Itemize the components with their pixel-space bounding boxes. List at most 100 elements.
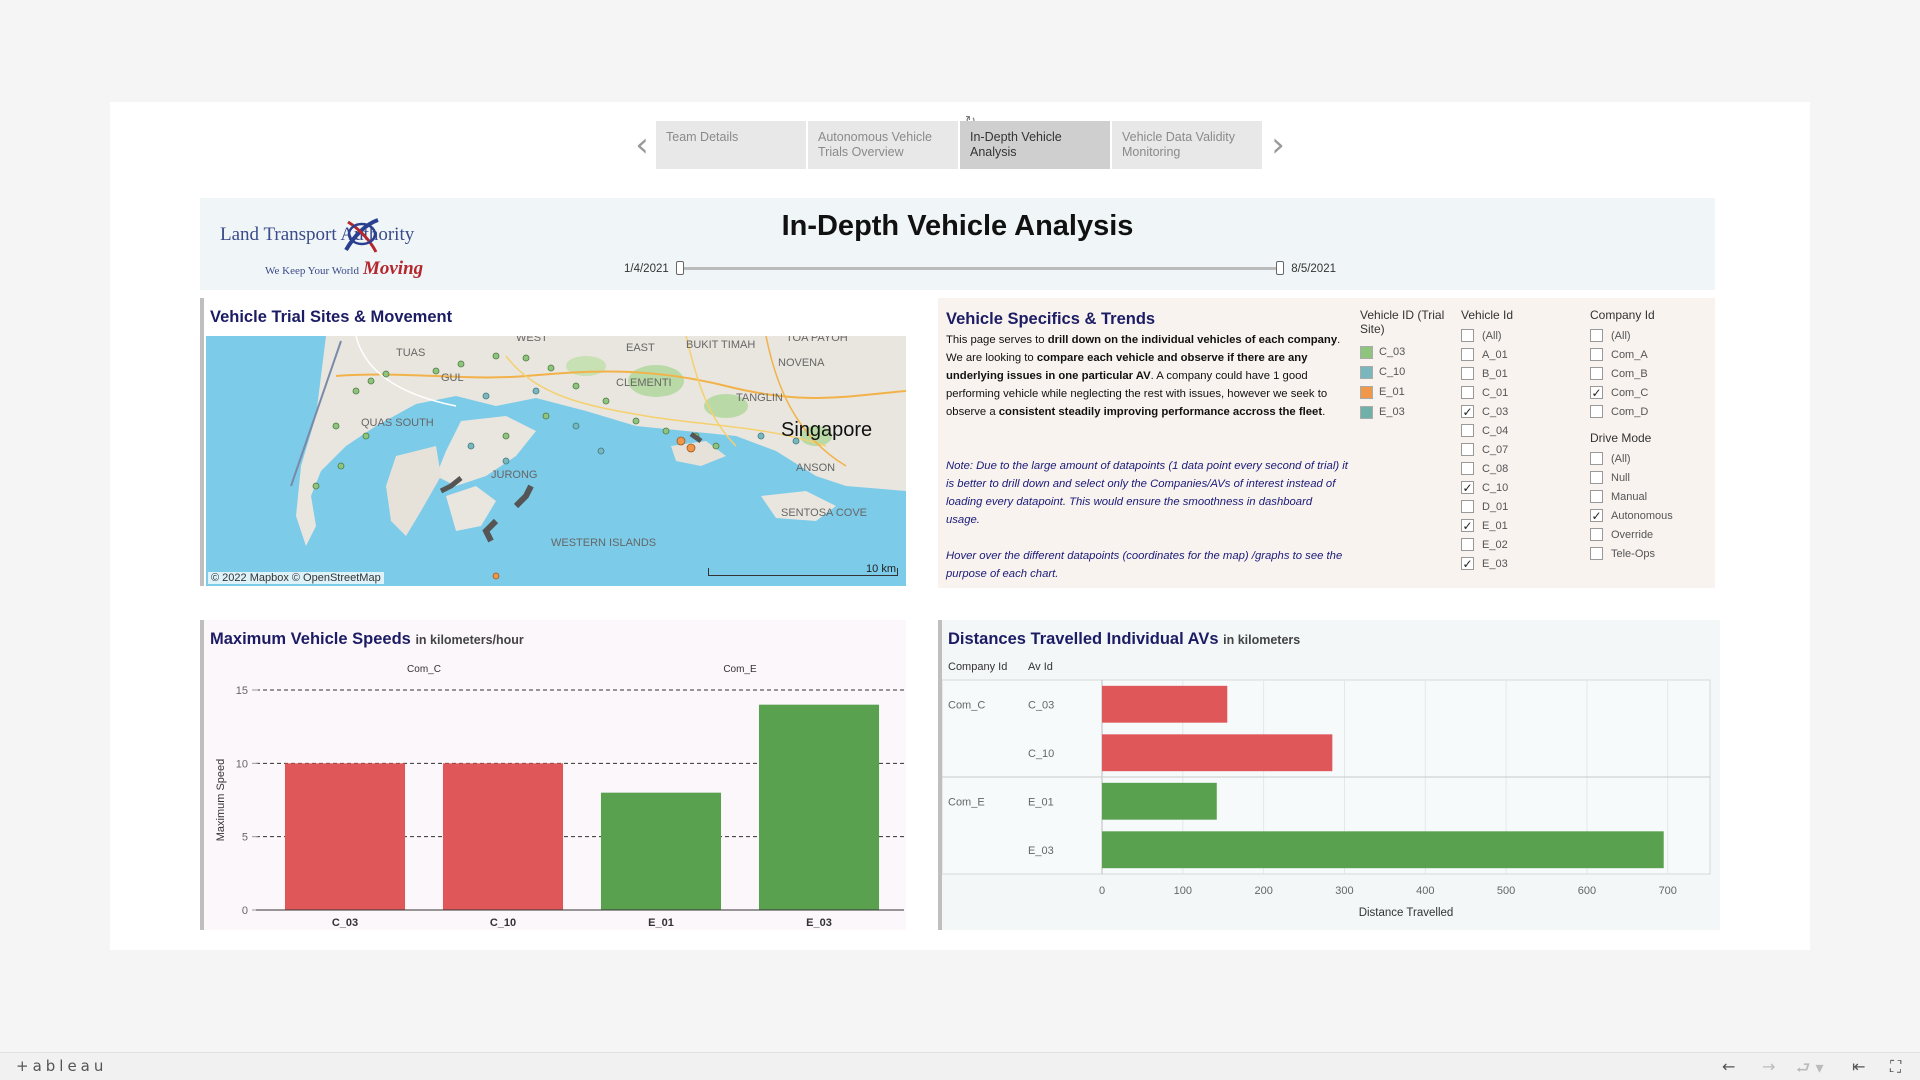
drive-mode-item-autonomous[interactable]: ✓ Autonomous <box>1590 506 1710 525</box>
drive-mode-item-tele-ops[interactable]: Tele-Ops <box>1590 544 1710 563</box>
vehicle-filter-item-a-01[interactable]: A_01 <box>1461 345 1561 364</box>
checkbox[interactable] <box>1461 329 1474 342</box>
legend-item-e-01[interactable]: E_01 <box>1360 382 1450 402</box>
checkbox[interactable] <box>1590 547 1603 560</box>
redo-icon[interactable]: → <box>1762 1057 1775 1076</box>
fullscreen-icon[interactable]: ⛶ <box>1890 1057 1901 1077</box>
vehicle-filter-item-c-07[interactable]: C_07 <box>1461 440 1561 459</box>
slider-handle-end[interactable] <box>1276 261 1284 275</box>
drive-mode-item-null[interactable]: Null <box>1590 468 1710 487</box>
checkbox[interactable] <box>1590 348 1603 361</box>
vehicle-filter-item-c-01[interactable]: C_01 <box>1461 383 1561 402</box>
checkbox[interactable] <box>1461 462 1474 475</box>
map-label-gul: GUL <box>441 372 464 384</box>
bar-e-01[interactable] <box>1102 783 1217 820</box>
tableau-logo[interactable]: +ableau <box>16 1057 107 1075</box>
checkbox[interactable] <box>1590 490 1603 503</box>
company-filter-item-com-a[interactable]: Com_A <box>1590 345 1710 364</box>
company-filter-item-com-c[interactable]: ✓ Com_C <box>1590 383 1710 402</box>
map-label-toa-payoh: TOA PAYOH <box>786 336 848 344</box>
bar-c-10[interactable] <box>443 763 563 910</box>
drive-mode-item-all[interactable]: (All) <box>1590 449 1710 468</box>
slider-track[interactable] <box>680 267 1280 270</box>
first-page-icon[interactable]: ⇤ <box>1852 1057 1865 1076</box>
legend-item-e-03[interactable]: E_03 <box>1360 402 1450 422</box>
av-label: C_10 <box>1028 748 1054 760</box>
checkbox[interactable]: ✓ <box>1461 519 1474 532</box>
story-tab-team-details[interactable]: Team Details <box>656 121 806 169</box>
map-copyright[interactable]: © 2022 Mapbox © OpenStreetMap <box>208 572 384 584</box>
bar-c-10[interactable] <box>1102 734 1332 771</box>
checkbox[interactable]: ✓ <box>1461 557 1474 570</box>
vehicle-filter-item-d-01[interactable]: D_01 <box>1461 497 1561 516</box>
map-label-novena: NOVENA <box>778 357 825 369</box>
bar-e-03[interactable] <box>1102 831 1664 868</box>
checkbox[interactable] <box>1461 367 1474 380</box>
date-range-slider[interactable]: 1/4/2021 8/5/2021 <box>620 260 1340 278</box>
chevron-right-icon[interactable]: › <box>1264 121 1292 169</box>
chevron-left-icon[interactable]: ‹ <box>628 121 656 169</box>
drive-mode-filter-title: Drive Mode <box>1590 431 1710 445</box>
map-label-west: WEST <box>516 336 548 344</box>
company-filter-item-com-b[interactable]: Com_B <box>1590 364 1710 383</box>
checkbox[interactable] <box>1590 367 1603 380</box>
company-filter-item-all[interactable]: (All) <box>1590 326 1710 345</box>
bar-c-03[interactable] <box>1102 686 1227 723</box>
vehicle-filter-item-c-08[interactable]: C_08 <box>1461 459 1561 478</box>
trial-site-map[interactable]: TUAS WEST GUL BUKIT TIMAH TOA PAYOH NOVE… <box>206 336 906 586</box>
legend-label: E_03 <box>1379 406 1405 418</box>
max-speed-chart[interactable]: 0 5 10 15 Maximum Speed C_03 C_10 E_01 E_03 Com_C… <box>204 620 910 930</box>
checkbox[interactable]: ✓ <box>1590 386 1603 399</box>
bar-c-03[interactable] <box>285 763 405 910</box>
story-tab-av-trials-overview[interactable]: Autonomous Vehicle Trials Overview <box>808 121 958 169</box>
checkbox[interactable] <box>1590 329 1603 342</box>
checkbox[interactable] <box>1590 471 1603 484</box>
legend-title: Vehicle ID (Trial Site) <box>1360 308 1450 336</box>
x-tick-label: E_01 <box>648 917 674 929</box>
vehicle-filter-item-c-03[interactable]: ✓ C_03 <box>1461 402 1561 421</box>
slider-handle-start[interactable] <box>676 261 684 275</box>
logo-tagline: We Keep Your World Moving <box>265 258 423 280</box>
checkbox[interactable] <box>1590 452 1603 465</box>
checkbox[interactable] <box>1461 386 1474 399</box>
drive-mode-item-manual[interactable]: Manual <box>1590 487 1710 506</box>
map-panel-title: Vehicle Trial Sites & Movement <box>210 308 452 327</box>
story-tab-in-depth-analysis[interactable]: In-Depth Vehicle Analysis <box>960 121 1110 169</box>
checkbox[interactable] <box>1590 528 1603 541</box>
distance-chart[interactable]: 0 100 200 300 400 500 600 700 Company Id Av Id Com… <box>942 620 1720 930</box>
checkbox[interactable] <box>1461 443 1474 456</box>
checkbox[interactable]: ✓ <box>1461 405 1474 418</box>
checkbox[interactable] <box>1590 405 1603 418</box>
legend-swatch <box>1360 386 1373 399</box>
legend-item-c-03[interactable]: C_03 <box>1360 342 1450 362</box>
vehicle-filter-item-c-10[interactable]: ✓ C_10 <box>1461 478 1561 497</box>
legend-item-c-10[interactable]: C_10 <box>1360 362 1450 382</box>
checkbox[interactable] <box>1461 500 1474 513</box>
date-end-label: 8/5/2021 <box>1291 263 1336 275</box>
map-label-jurong: JURONG <box>491 469 537 481</box>
checkbox-label: E_02 <box>1482 539 1508 551</box>
legend-swatch <box>1360 366 1373 379</box>
col-header-company: Company Id <box>948 661 1007 673</box>
vehicle-id-filter: Vehicle Id (All) A_01 B_01 C_01 ✓ C_03 C_04 C_0… <box>1461 308 1561 576</box>
story-tab-data-validity[interactable]: Vehicle Data Validity Monitoring <box>1112 121 1262 169</box>
checkbox[interactable]: ✓ <box>1461 481 1474 494</box>
vehicle-filter-item-b-01[interactable]: B_01 <box>1461 364 1561 383</box>
vehicle-filter-item-e-03[interactable]: ✓ E_03 <box>1461 554 1561 573</box>
revert-icon[interactable]: ⮐ ▾ <box>1796 1057 1824 1080</box>
checkbox[interactable]: ✓ <box>1590 509 1603 522</box>
bar-e-03[interactable] <box>759 705 879 910</box>
company-filter-item-com-d[interactable]: Com_D <box>1590 402 1710 421</box>
checkbox[interactable] <box>1461 348 1474 361</box>
vehicle-filter-item-e-01[interactable]: ✓ E_01 <box>1461 516 1561 535</box>
checkbox[interactable] <box>1461 538 1474 551</box>
specifics-title: Vehicle Specifics & Trends <box>946 310 1155 329</box>
drive-mode-item-override[interactable]: Override <box>1590 525 1710 544</box>
vehicle-filter-item-all[interactable]: (All) <box>1461 326 1561 345</box>
bar-e-01[interactable] <box>601 793 721 910</box>
vehicle-filter-item-c-04[interactable]: C_04 <box>1461 421 1561 440</box>
undo-icon[interactable]: ← <box>1722 1057 1735 1076</box>
vehicle-filter-item-e-02[interactable]: E_02 <box>1461 535 1561 554</box>
checkbox[interactable] <box>1461 424 1474 437</box>
vehicle-filter-item-e-04[interactable]: E_04 <box>1461 573 1561 576</box>
